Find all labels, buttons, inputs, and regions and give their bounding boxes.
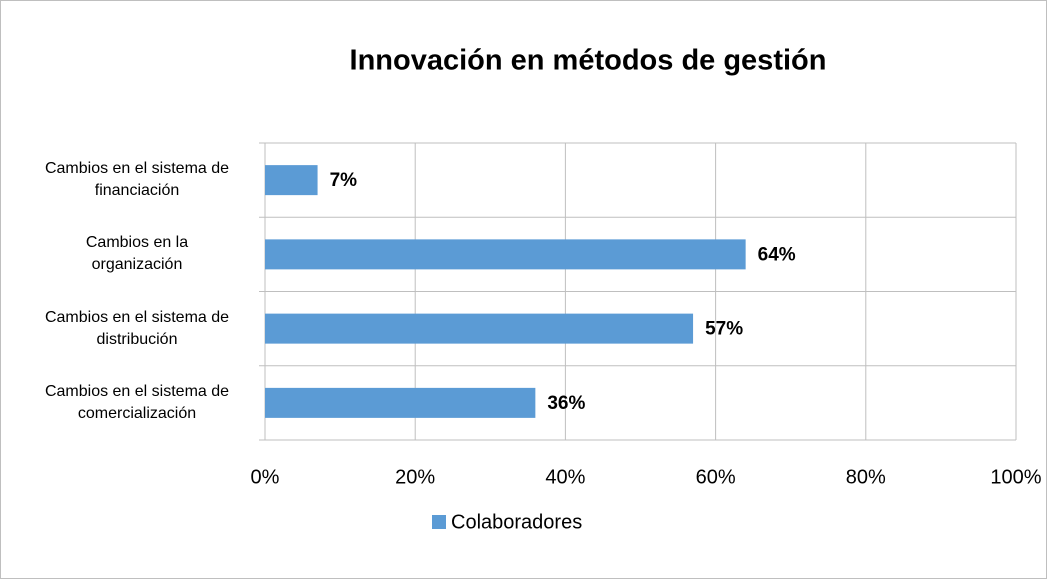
y-tick-label: Cambios en el sistema de financiación	[44, 160, 230, 200]
x-tick-label: 100%	[990, 466, 1041, 488]
legend-swatch	[432, 515, 446, 529]
bar	[265, 239, 746, 270]
data-label: 36%	[547, 393, 585, 414]
data-label: 64%	[758, 244, 796, 265]
bar	[265, 387, 536, 418]
legend-label: Colaboradores	[451, 511, 582, 533]
data-label: 57%	[705, 319, 743, 340]
x-tick-label: 0%	[251, 466, 280, 488]
data-label: 7%	[330, 170, 358, 191]
chart-title: Innovación en métodos de gestión	[350, 45, 827, 77]
bar	[265, 313, 694, 344]
x-tick-label: 40%	[545, 466, 585, 488]
y-tick-label: Cambios en el sistema de distribución	[44, 308, 230, 348]
y-tick-label: Cambios en el sistema de comercializació…	[44, 382, 230, 422]
y-tick-label: Cambios en la organización	[85, 234, 189, 274]
x-tick-label: 60%	[696, 466, 736, 488]
x-tick-label: 20%	[395, 466, 435, 488]
x-tick-label: 80%	[846, 466, 886, 488]
bar	[265, 165, 318, 196]
